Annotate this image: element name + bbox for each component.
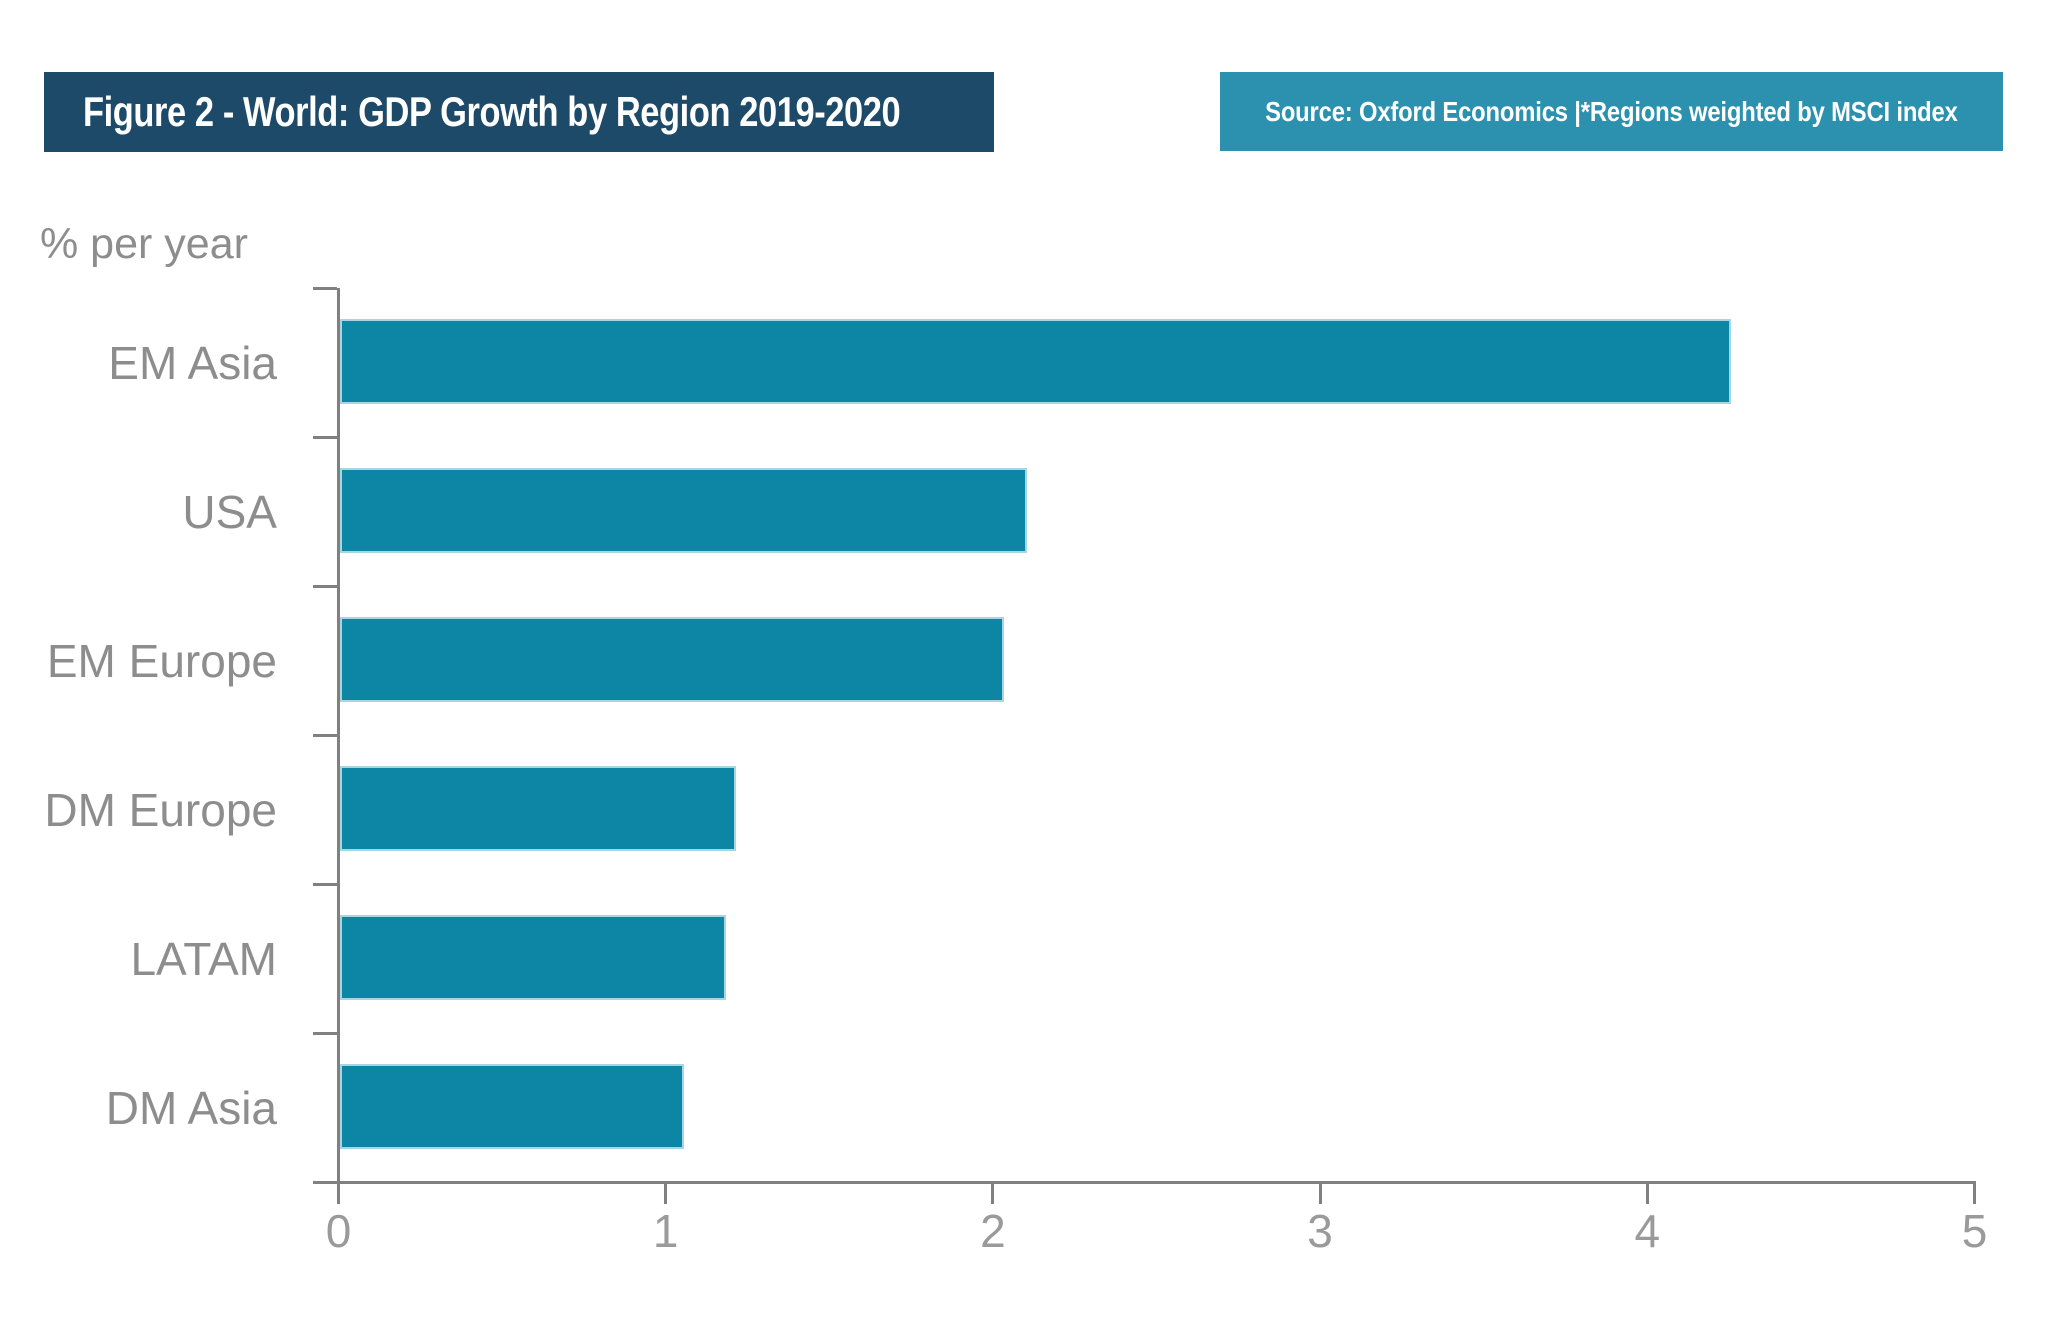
x-axis-tick — [664, 1183, 668, 1204]
category-label-em-europe: EM Europe — [46, 634, 277, 687]
y-axis-tick — [313, 584, 337, 588]
x-tick-label: 3 — [1307, 1205, 1333, 1257]
category-label-em-asia: EM Asia — [108, 336, 277, 389]
bar-em-europe — [340, 617, 1005, 702]
bar-dm-europe — [340, 766, 736, 851]
x-axis-tick — [1973, 1183, 1976, 1204]
y-axis-tick — [313, 286, 337, 290]
bar-dm-asia — [340, 1064, 684, 1149]
category-label-usa: USA — [182, 485, 277, 538]
x-tick-label: 4 — [1634, 1205, 1661, 1257]
bar-em-asia — [340, 319, 1731, 404]
x-tick-label: 5 — [1961, 1205, 1988, 1257]
x-axis-tick — [991, 1183, 995, 1204]
x-tick-label: 0 — [325, 1205, 352, 1257]
x-axis-tick — [1318, 1183, 1322, 1204]
y-axis-tick — [313, 1180, 337, 1184]
y-axis-tick — [313, 882, 337, 886]
x-axis-line — [337, 1180, 1976, 1184]
x-tick-label: 2 — [980, 1205, 1006, 1257]
source-note: Source: Oxford Economics |*Regions weigh… — [1265, 95, 1958, 127]
figure-title: Figure 2 - World: GDP Growth by Region 2… — [83, 88, 901, 135]
source-bar: Source: Oxford Economics |*Regions weigh… — [1220, 72, 2003, 151]
bar-usa — [340, 468, 1028, 553]
category-label-latam: LATAM — [130, 932, 277, 985]
axis-unit-label: % per year — [40, 220, 248, 268]
y-axis-tick — [313, 1031, 337, 1035]
x-axis-tick — [337, 1183, 340, 1204]
category-label-dm-asia: DM Asia — [105, 1081, 277, 1134]
y-axis-tick — [313, 435, 337, 439]
x-axis-tick — [1645, 1183, 1649, 1204]
x-tick-label: 1 — [652, 1205, 679, 1257]
figure-title-bar: Figure 2 - World: GDP Growth by Region 2… — [44, 72, 994, 152]
bar-latam — [340, 915, 727, 1000]
y-axis-line — [337, 288, 340, 1182]
y-axis-tick — [313, 733, 337, 737]
category-label-dm-europe: DM Europe — [44, 783, 277, 836]
